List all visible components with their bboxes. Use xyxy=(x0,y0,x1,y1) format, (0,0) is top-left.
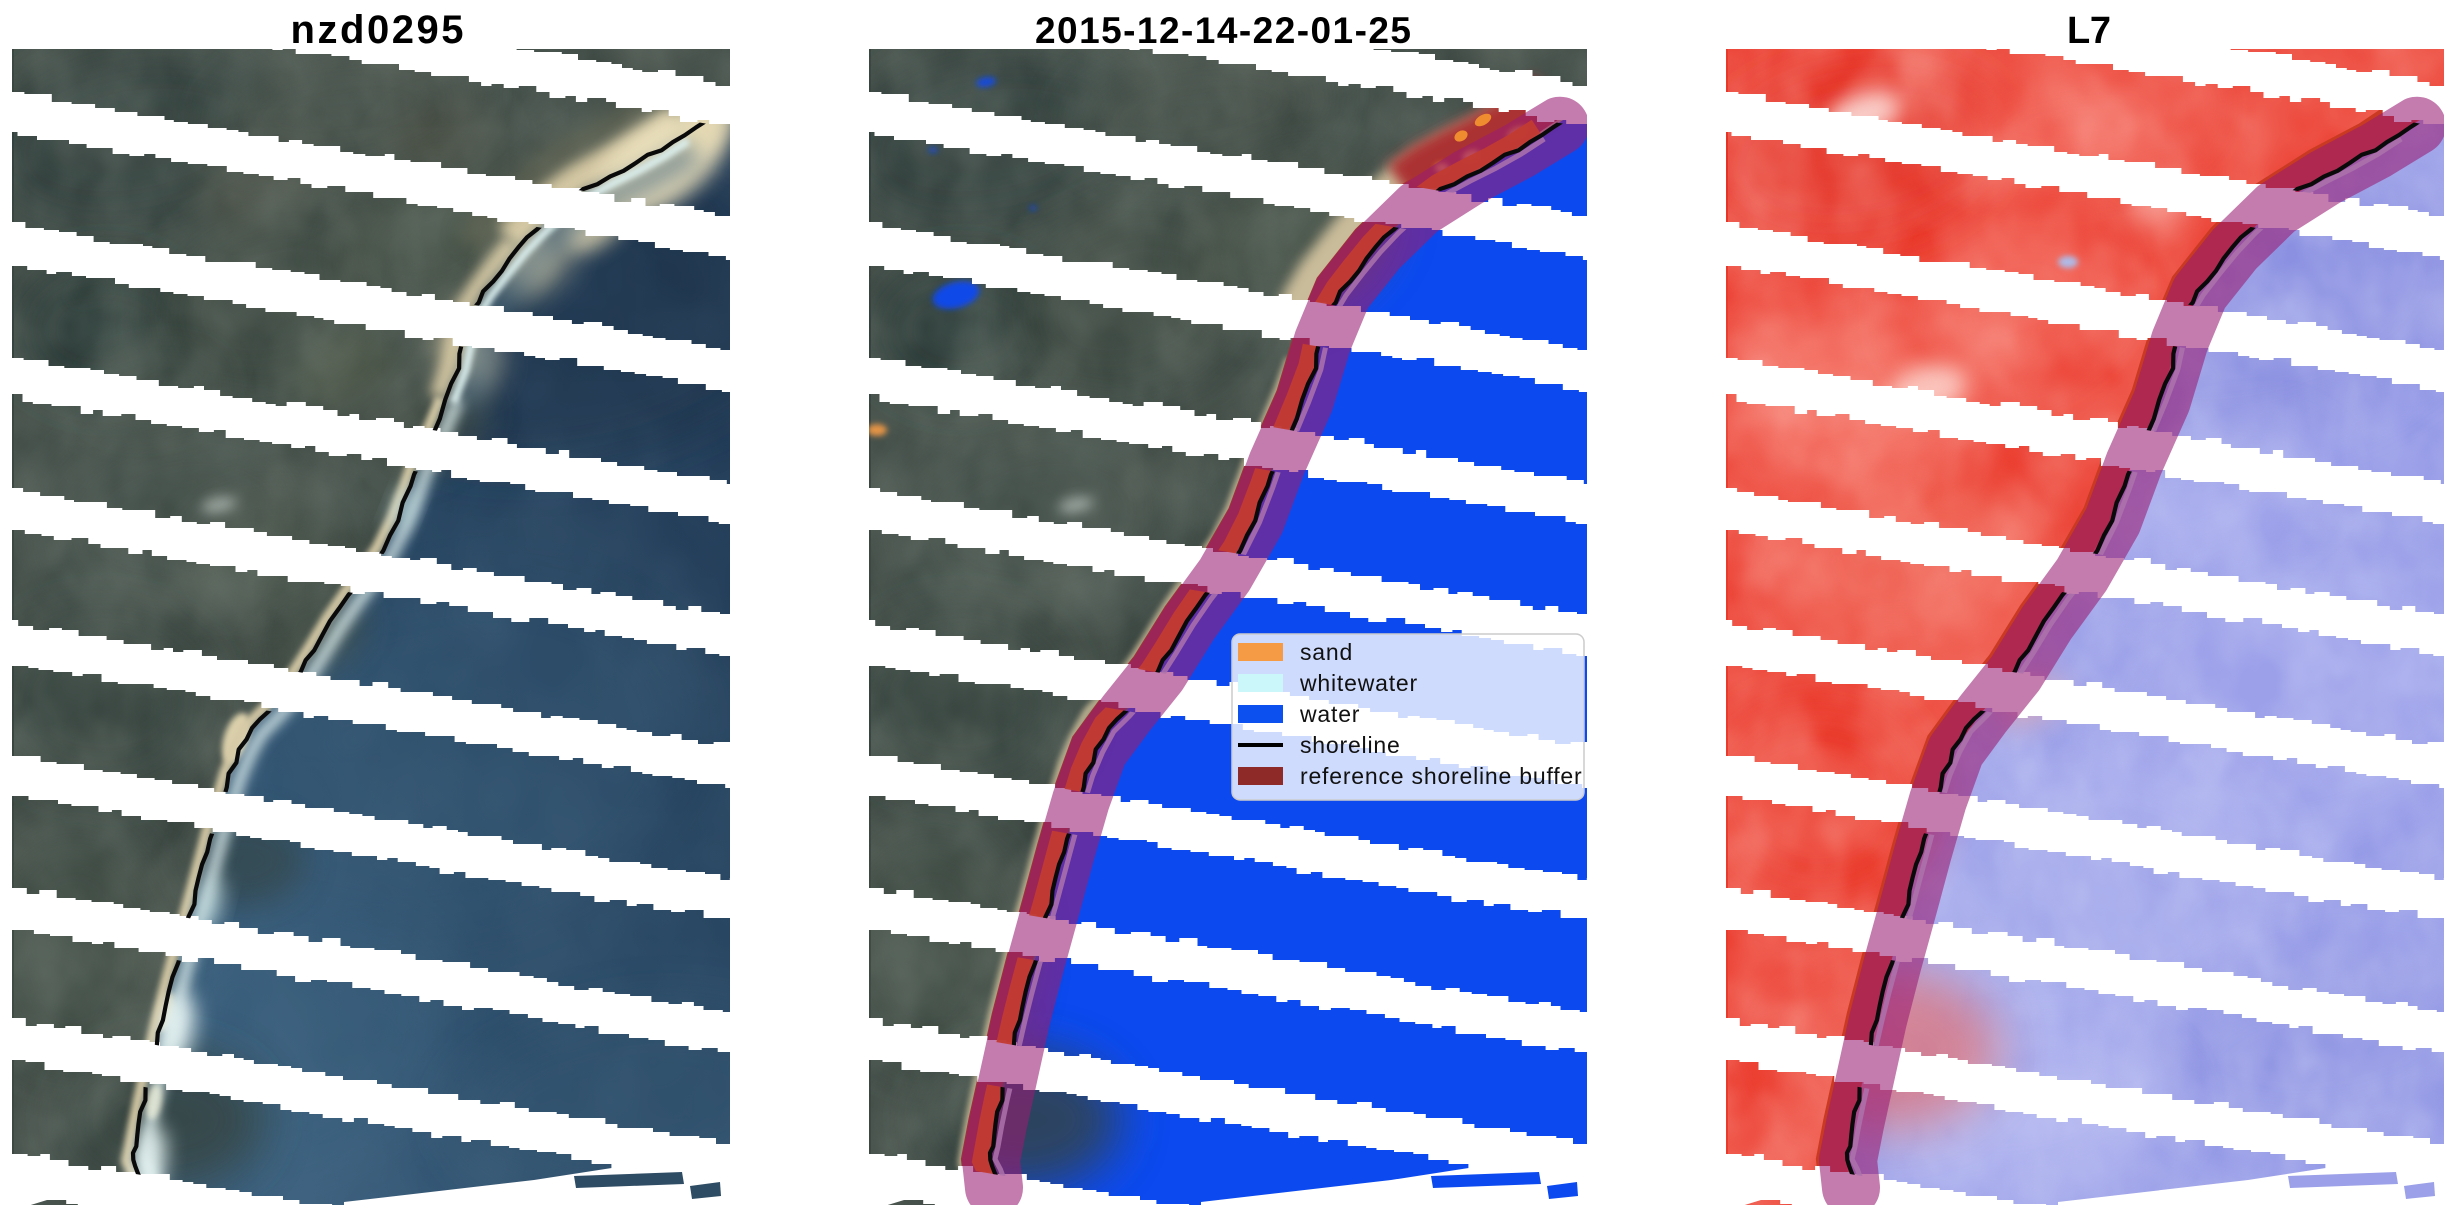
svg-text:nzd0295: nzd0295 xyxy=(291,8,464,52)
svg-text:2015-12-14-22-01-25: 2015-12-14-22-01-25 xyxy=(1035,10,1411,51)
svg-text:whitewater: whitewater xyxy=(1299,670,1418,696)
svg-text:L7: L7 xyxy=(2067,10,2111,52)
svg-text:water: water xyxy=(1299,701,1360,727)
svg-text:sand: sand xyxy=(1300,639,1353,665)
svg-text:reference shoreline buffer: reference shoreline buffer xyxy=(1300,763,1582,789)
svg-text:shoreline: shoreline xyxy=(1300,732,1401,758)
